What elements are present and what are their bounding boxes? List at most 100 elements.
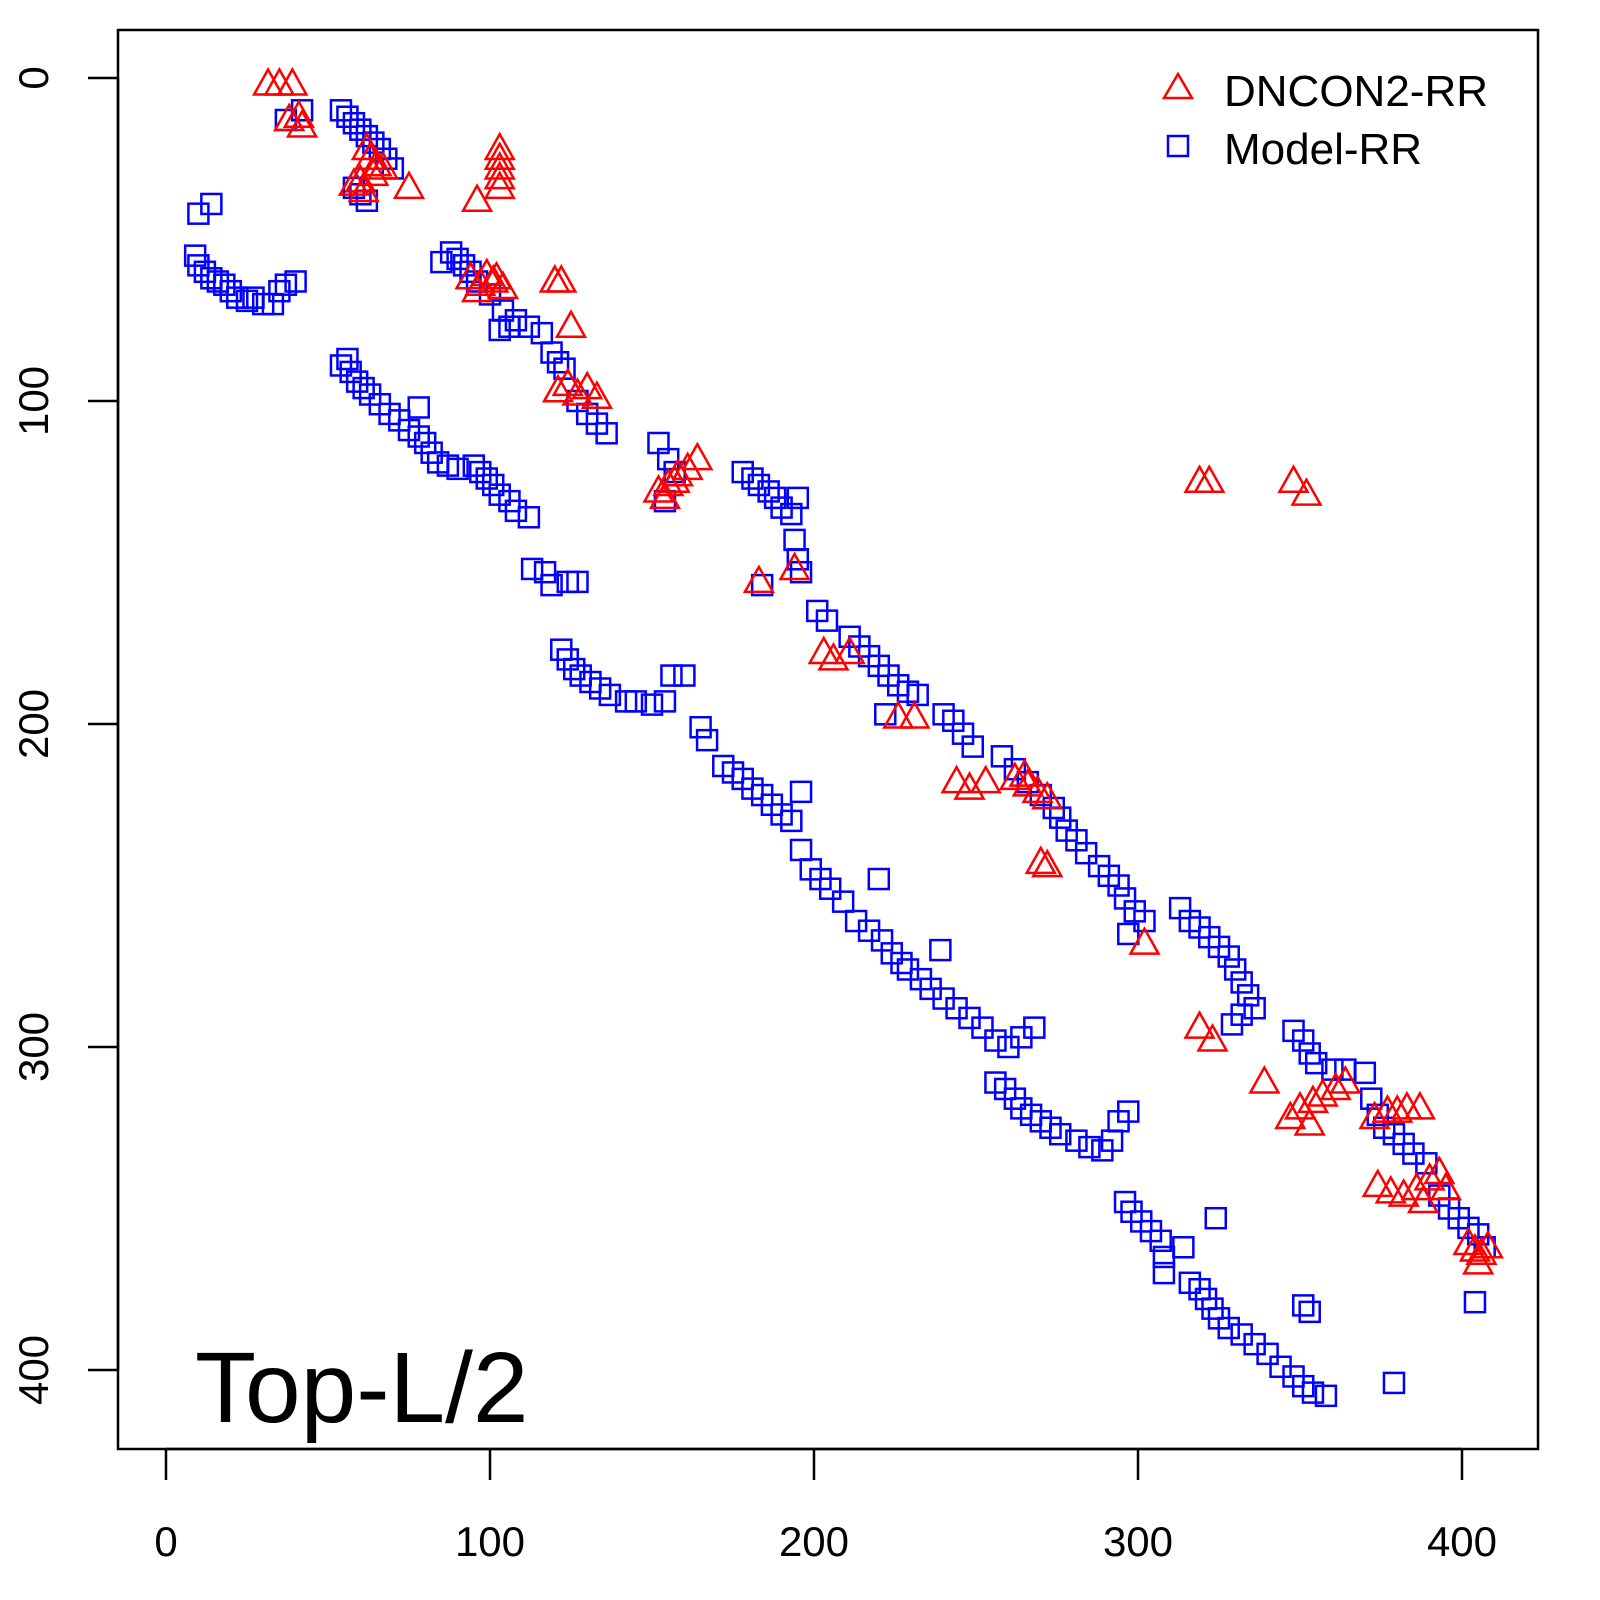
legend-triangle-icon bbox=[1161, 71, 1195, 100]
dncon2-rr-point bbox=[366, 150, 400, 180]
dncon2-rr-point bbox=[276, 66, 309, 96]
model-rr-point bbox=[517, 506, 541, 529]
dncon2-rr-point bbox=[1471, 1229, 1505, 1259]
model-rr-point bbox=[1217, 945, 1240, 968]
dncon2-rr-point bbox=[470, 257, 503, 287]
y-tick-label: 200 bbox=[10, 689, 57, 759]
model-rr-point bbox=[469, 460, 492, 484]
model-rr-point bbox=[504, 309, 528, 332]
model-rr-point bbox=[1107, 874, 1130, 897]
model-rr-point bbox=[1314, 1384, 1338, 1408]
dncon2-rr-point bbox=[642, 473, 675, 503]
model-rr-point bbox=[789, 838, 813, 862]
model-rr-point bbox=[187, 254, 210, 277]
dncon2-rr-point bbox=[1290, 477, 1323, 506]
dncon2-rr-point bbox=[1452, 1226, 1485, 1256]
x-tick-label: 100 bbox=[455, 1518, 525, 1565]
model-rr-point bbox=[990, 745, 1014, 768]
model-rr-point bbox=[517, 315, 541, 338]
dncon2-rr-point bbox=[658, 464, 691, 493]
model-rr-point bbox=[1223, 958, 1247, 981]
model-rr-point bbox=[553, 357, 576, 380]
model-rr-point bbox=[1304, 1051, 1328, 1075]
dncon2-rr-point bbox=[1274, 1100, 1307, 1130]
dncon2-rr-point bbox=[480, 260, 513, 290]
model-rr-points bbox=[183, 99, 1496, 1408]
x-tick-label: 400 bbox=[1427, 1518, 1497, 1565]
model-rr-point bbox=[598, 683, 622, 707]
dncon2-rr-point bbox=[360, 147, 393, 177]
dncon2-rr-point bbox=[671, 451, 704, 481]
model-rr-point bbox=[530, 321, 554, 345]
dncon2-rr-point bbox=[272, 102, 306, 132]
model-rr-point bbox=[446, 247, 469, 271]
model-rr-point bbox=[1204, 1206, 1228, 1230]
dncon2-rr-point bbox=[282, 99, 315, 129]
dncon2-rr-point bbox=[1374, 1174, 1407, 1204]
model-rr-point bbox=[961, 735, 985, 758]
model-rr-point bbox=[783, 528, 806, 552]
model-rr-point bbox=[284, 270, 307, 293]
dncon2-rr-point bbox=[1248, 1064, 1281, 1094]
model-rr-point bbox=[786, 486, 810, 510]
model-rr-point bbox=[1152, 1261, 1176, 1285]
model-rr-point bbox=[520, 557, 544, 581]
model-rr-point bbox=[336, 347, 359, 371]
model-rr-point bbox=[780, 502, 803, 526]
model-rr-point bbox=[407, 396, 430, 419]
model-rr-point bbox=[1172, 1236, 1195, 1259]
model-rr-point bbox=[1291, 1294, 1315, 1317]
x-tick-label: 200 bbox=[779, 1518, 849, 1565]
dncon2-rr-point bbox=[1031, 848, 1064, 878]
x-axis: 0 100 200 300 400 bbox=[154, 1447, 1497, 1565]
dncon2-rr-point bbox=[940, 764, 973, 794]
model-rr-point bbox=[595, 422, 618, 445]
dncon2-rr-point bbox=[337, 167, 371, 196]
legend-square-icon bbox=[1166, 134, 1190, 158]
model-rr-point bbox=[757, 480, 780, 503]
dncon2-rr-point bbox=[1193, 464, 1226, 493]
dncon2-rr-point bbox=[554, 309, 588, 338]
dncon2-rr-point bbox=[483, 150, 516, 180]
model-rr-point bbox=[818, 877, 842, 900]
model-rr-point bbox=[1117, 1100, 1140, 1123]
dncon2-rr-point bbox=[681, 441, 714, 471]
dncon2-rr-point bbox=[742, 564, 776, 594]
dncon2-rr-point bbox=[1128, 926, 1161, 955]
dncon2-rr-point bbox=[648, 480, 682, 510]
y-tick-label: 100 bbox=[10, 366, 57, 436]
dncon2-rr-point bbox=[1462, 1245, 1495, 1275]
model-rr-point bbox=[352, 376, 375, 400]
dncon2-rr-point bbox=[483, 131, 516, 161]
y-tick-label: 400 bbox=[10, 1335, 57, 1405]
model-rr-point bbox=[1117, 922, 1140, 946]
dncon2-rr-point bbox=[807, 635, 840, 665]
model-rr-point bbox=[890, 951, 913, 975]
model-rr-point bbox=[562, 657, 586, 681]
model-rr-point bbox=[540, 573, 563, 597]
dncon2-rr-point bbox=[1306, 1077, 1339, 1107]
dncon2-rr-point bbox=[1429, 1171, 1462, 1201]
model-rr-point bbox=[1298, 1300, 1321, 1324]
model-rr-point bbox=[1230, 971, 1253, 994]
model-rr-point bbox=[1463, 1290, 1487, 1314]
dncon2-rr-point bbox=[1008, 758, 1041, 787]
model-rr-point bbox=[1291, 1029, 1315, 1052]
model-rr-point bbox=[1048, 1122, 1072, 1146]
dncon2-rr-point bbox=[1406, 1184, 1440, 1214]
legend: DNCON2-RR Model-RR bbox=[1161, 67, 1488, 174]
plot-frame bbox=[116, 28, 1540, 1451]
dncon2-rr-point bbox=[285, 108, 319, 138]
model-rr-point bbox=[462, 454, 486, 477]
y-axis: 0 100 200 300 400 bbox=[10, 66, 120, 1405]
model-rr-point bbox=[1243, 996, 1266, 1020]
dncon2-rr-point bbox=[460, 183, 494, 212]
dncon2-rr-point bbox=[898, 699, 931, 729]
y-tick-label: 300 bbox=[10, 1012, 57, 1082]
model-rr-point bbox=[504, 499, 528, 523]
dncon2-rr-point bbox=[1277, 464, 1310, 493]
x-tick-label: 300 bbox=[1103, 1518, 1173, 1565]
dncon2-rr-point bbox=[580, 380, 614, 410]
dncon2-rr-point bbox=[357, 157, 390, 187]
